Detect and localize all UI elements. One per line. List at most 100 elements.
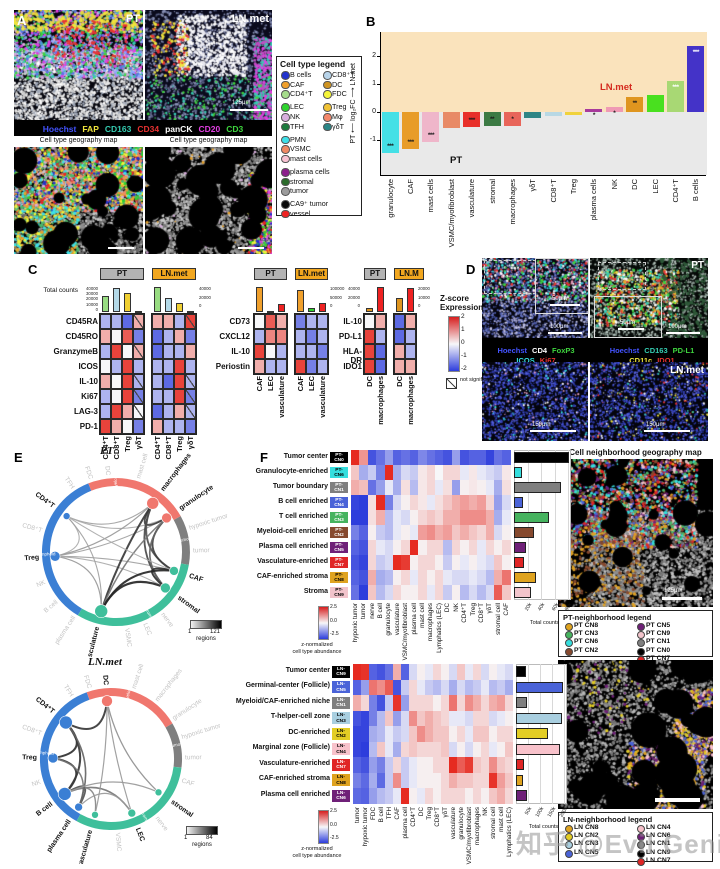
- heatmap-cell: [100, 389, 111, 404]
- heatmap-cell: [418, 495, 427, 510]
- col-label-text: LEC: [307, 376, 316, 391]
- cn-row-label: DC-enriched: [288, 728, 330, 736]
- b-bar: [381, 112, 399, 153]
- cn-badge-text: CN0: [334, 458, 344, 464]
- cn-badge-text: PT-: [335, 452, 343, 458]
- zscore-caption: cell type abundance: [292, 649, 342, 655]
- heatmap-cell: [276, 314, 287, 329]
- heatmap-cell: [460, 585, 469, 600]
- watermark: 知乎 @Evil Genius: [516, 829, 720, 859]
- heatmap-cell: [351, 510, 360, 525]
- heatmap-cell: [401, 480, 410, 495]
- heatmap-cell: [497, 710, 505, 726]
- heatmap-cell: [254, 314, 265, 329]
- cell-label: Treg: [24, 554, 39, 562]
- heatmap-cell: [100, 374, 111, 389]
- col-label: CD4⁺T: [101, 436, 110, 488]
- count-axis-tick: 10000: [86, 301, 98, 307]
- heatmap-cell: [497, 664, 505, 680]
- interaction-edge: [66, 515, 167, 529]
- cell-label: B cell: [43, 599, 60, 615]
- marker-label: Hoechst: [497, 346, 528, 355]
- zscore-gradient: [448, 316, 460, 372]
- marker-label: FoxP3: [552, 346, 575, 355]
- heatmap-cell: [441, 772, 449, 788]
- count-axis-tick: 0: [418, 303, 421, 309]
- total-counts-bar: [516, 743, 561, 755]
- heatmap-cell: [465, 710, 473, 726]
- heatmap-cell: [369, 679, 377, 695]
- legend-item: Mφ: [323, 112, 365, 122]
- circos-plot-pt: FDC DC mast cell macrophagesgranulocytehypo…: [21, 452, 229, 657]
- zscore-tick: -2: [461, 365, 467, 372]
- cn-badge-text: CN1: [334, 488, 344, 494]
- b-significance: ***: [427, 132, 435, 140]
- count-bar: [154, 287, 161, 312]
- heatmap-cell: [265, 329, 276, 344]
- heatmap-cell: [364, 344, 375, 359]
- heatmap-cell: [505, 664, 513, 680]
- heatmap-cell: [409, 585, 419, 600]
- interaction-edge: [148, 517, 168, 589]
- heatmap-cell: [385, 726, 393, 742]
- cn-row-label: T cell enriched: [278, 512, 328, 520]
- heatmap-cell: [485, 465, 494, 480]
- legend-label: PT CN3: [574, 630, 599, 638]
- node-vasculature: [94, 604, 108, 618]
- heatmap-cell: [111, 329, 122, 344]
- heatmap-cell: [393, 726, 401, 742]
- heatmap-cell: [457, 695, 465, 711]
- heatmap-cell: [276, 344, 287, 359]
- b-significance: **: [632, 99, 638, 107]
- c-row-label: Periostin: [215, 361, 250, 371]
- cell-label: CAF: [181, 777, 196, 788]
- heatmap-cell: [369, 726, 377, 742]
- legend-item: CD4⁺T: [281, 89, 323, 99]
- heatmap-cell: [367, 555, 377, 570]
- total-counts-bar: [516, 774, 524, 786]
- zscore-tick: -2.5: [330, 835, 339, 841]
- heatmap-cell: [401, 510, 410, 525]
- heatmap-cell: [353, 788, 361, 804]
- heatmap-cell: [393, 741, 401, 757]
- heatmap-cell: [265, 344, 276, 359]
- heatmap-cell: [435, 540, 444, 555]
- col-label-text: γδT: [186, 436, 195, 450]
- cn-row-label: Marginal zone (Follicle): [252, 744, 330, 752]
- regions-scale-max: 121: [210, 629, 221, 635]
- heatmap-cell: [443, 480, 452, 495]
- count-bar: [297, 290, 304, 312]
- heatmap-cell: [485, 585, 494, 600]
- total-counts-bar: [516, 681, 563, 693]
- cn-badge-text: CN5: [336, 687, 346, 693]
- heatmap-cell: [353, 695, 361, 711]
- cn-badge-text: CN9: [336, 672, 346, 678]
- heatmap-cell: [401, 710, 409, 726]
- col-label-text: B cells: [691, 179, 701, 202]
- legend-item: LN CN3: [565, 840, 631, 850]
- col-label: CAF: [296, 376, 305, 428]
- heatmap-cell: [489, 710, 497, 726]
- heatmap-cell: [493, 495, 503, 510]
- heatmap-cell: [417, 695, 425, 711]
- b-y-axis-label: PT ⟵ log₂FC ⟶ LN.met: [350, 63, 357, 144]
- heatmap-cell: [384, 555, 394, 570]
- heatmap-cell: [497, 772, 505, 788]
- node-CD4⁺T: [59, 715, 73, 730]
- heatmap-cell: [468, 525, 478, 540]
- node-CD4⁺T: [62, 512, 71, 520]
- cn-row-label: Plasma cell enriched: [260, 790, 330, 798]
- legend-item: PT CN2: [565, 647, 631, 656]
- heatmap-cell: [465, 741, 473, 757]
- col-label: B cells: [691, 179, 700, 259]
- heatmap-cell: [497, 788, 505, 804]
- cell-label: LEC: [141, 622, 152, 637]
- heatmap-cell: [174, 314, 185, 329]
- cn-row-label: Tumor center: [283, 452, 328, 460]
- cell-label: hypoxic tumor: [188, 512, 229, 531]
- heatmap-cell: [425, 664, 433, 680]
- heatmap-cell: [384, 570, 394, 585]
- legend-item: PT CN1: [637, 638, 703, 648]
- heatmap-cell: [306, 344, 317, 359]
- zscore-tick: -1: [461, 352, 467, 359]
